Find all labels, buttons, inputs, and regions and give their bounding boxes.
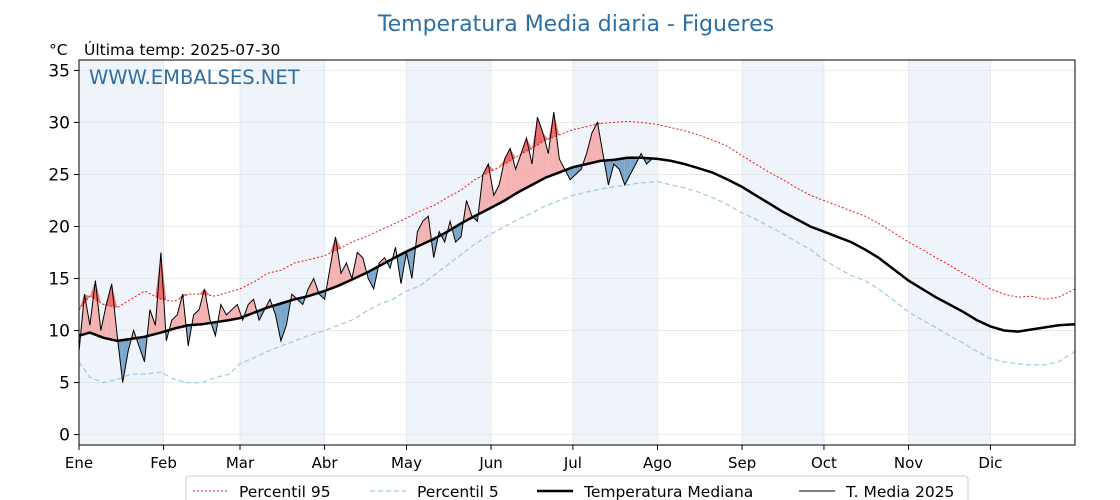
month-band-may — [406, 60, 492, 445]
month-bands — [79, 60, 991, 445]
fill-below-median — [613, 159, 620, 170]
month-band-mar — [239, 60, 325, 445]
fill-above-median — [231, 304, 238, 320]
watermark: WWW.EMBALSES.NET — [89, 66, 300, 89]
x-axis: Ene Feb Mar Abr May Jun Jul Ago Sep Oct Nov Dic — [65, 445, 1002, 472]
fill-above-median — [193, 309, 200, 325]
fill-above-median — [586, 132, 593, 165]
x-tick-label: Sep — [728, 454, 756, 472]
y-tick-label: 30 — [48, 113, 70, 133]
x-tick-label: Dic — [978, 454, 1002, 472]
fill-above-p95 — [553, 112, 560, 137]
x-tick-label: Ago — [643, 454, 672, 472]
fill-above-median — [515, 153, 522, 194]
fill-above-median — [357, 252, 363, 278]
fill-above-median — [308, 278, 314, 297]
chart-title: Temperatura Media diaria - Figueres — [377, 12, 774, 37]
fill-above-median — [510, 148, 516, 198]
fill-above-median — [542, 132, 549, 180]
y-tick-label: 25 — [48, 165, 70, 185]
x-tick-label: Mar — [226, 454, 255, 472]
fill-above-median — [220, 304, 227, 322]
fill-above-p95 — [477, 174, 483, 179]
series-layer — [78, 111, 1076, 384]
last-update-label: Última temp: 2025-07-30 — [84, 40, 280, 59]
fill-above-median — [171, 314, 178, 330]
y-tick-label: 35 — [48, 61, 70, 81]
x-tick-label: Abr — [312, 454, 339, 472]
x-tick-label: Nov — [894, 454, 923, 472]
y-tick-label: 10 — [48, 322, 70, 342]
fill-above-p95 — [79, 294, 85, 310]
plot-frame — [78, 59, 1076, 446]
fill-above-median — [417, 221, 423, 247]
fill-below-median — [570, 166, 576, 180]
fill-above-median — [488, 164, 494, 210]
legend: Percentil 95 Percentil 5 Temperatura Media… — [185, 475, 969, 500]
month-band-sep — [742, 60, 824, 445]
fill-above-p95 — [537, 117, 543, 146]
x-tick-label: Jun — [478, 454, 502, 472]
fill-below-median — [122, 339, 129, 383]
x-tick-label: Ene — [65, 454, 93, 472]
fill-below-median — [624, 157, 631, 185]
fill-below-median — [280, 301, 287, 341]
series-line-percentil-5 — [78, 181, 1076, 384]
x-tick-label: Jul — [563, 454, 582, 472]
x-tick-label: Feb — [150, 454, 177, 472]
fill-above-p95 — [531, 117, 538, 149]
grid-lines — [78, 60, 1075, 445]
fill-above-median — [177, 294, 183, 328]
y-axis: 0 5 10 15 20 25 30 35 — [48, 61, 79, 446]
fill-below-median — [455, 223, 462, 243]
fill-above-p95 — [330, 236, 336, 254]
fill-above-median — [493, 184, 500, 207]
fill-below-median — [368, 268, 374, 289]
legend-label-temperatura-mediana: Temperatura Mediana — [583, 483, 753, 500]
y-tick-label: 15 — [48, 270, 70, 290]
fill-above-median — [199, 288, 205, 325]
x-tick-label: May — [391, 454, 422, 472]
fill-above-median — [592, 122, 598, 163]
fill-above-p95 — [177, 294, 183, 300]
x-tick-label: Oct — [811, 454, 837, 472]
fill-above-median — [422, 216, 429, 244]
fill-above-median — [340, 262, 347, 285]
fill-below-median — [139, 336, 145, 362]
fill-below-median — [619, 158, 625, 185]
legend-box — [185, 475, 969, 500]
month-band-jul — [572, 60, 658, 445]
fill-above-p95 — [155, 252, 161, 300]
legend-label-percentil-95: Percentil 95 — [239, 483, 331, 500]
fill-below-median — [275, 303, 281, 341]
fill-above-median — [482, 164, 489, 212]
fill-above-median — [499, 158, 505, 204]
legend-label-t-media-2025: T. Media 2025 — [845, 483, 954, 500]
unit-label: °C — [49, 41, 68, 59]
series-line-t-media-2025 — [78, 111, 653, 383]
month-band-nov — [908, 60, 991, 445]
fill-above-p95 — [504, 148, 511, 165]
fill-below-median — [630, 157, 636, 175]
fill-above-p95 — [499, 158, 505, 167]
fill-above-median — [149, 309, 156, 336]
fill-above-p95 — [160, 252, 167, 301]
fill-above-p95 — [526, 138, 532, 152]
month-band-ene — [79, 60, 164, 445]
series-line-temperatura-mediana — [78, 156, 1076, 343]
fill-above-p95 — [204, 288, 210, 296]
legend-label-percentil-5: Percentil 5 — [417, 483, 499, 500]
fill-above-median — [248, 299, 254, 315]
y-tick-label: 0 — [59, 426, 70, 446]
fill-below-median — [575, 165, 582, 175]
y-tick-label: 20 — [48, 217, 70, 237]
fill-above-median — [226, 309, 232, 321]
y-tick-label: 5 — [59, 374, 70, 394]
